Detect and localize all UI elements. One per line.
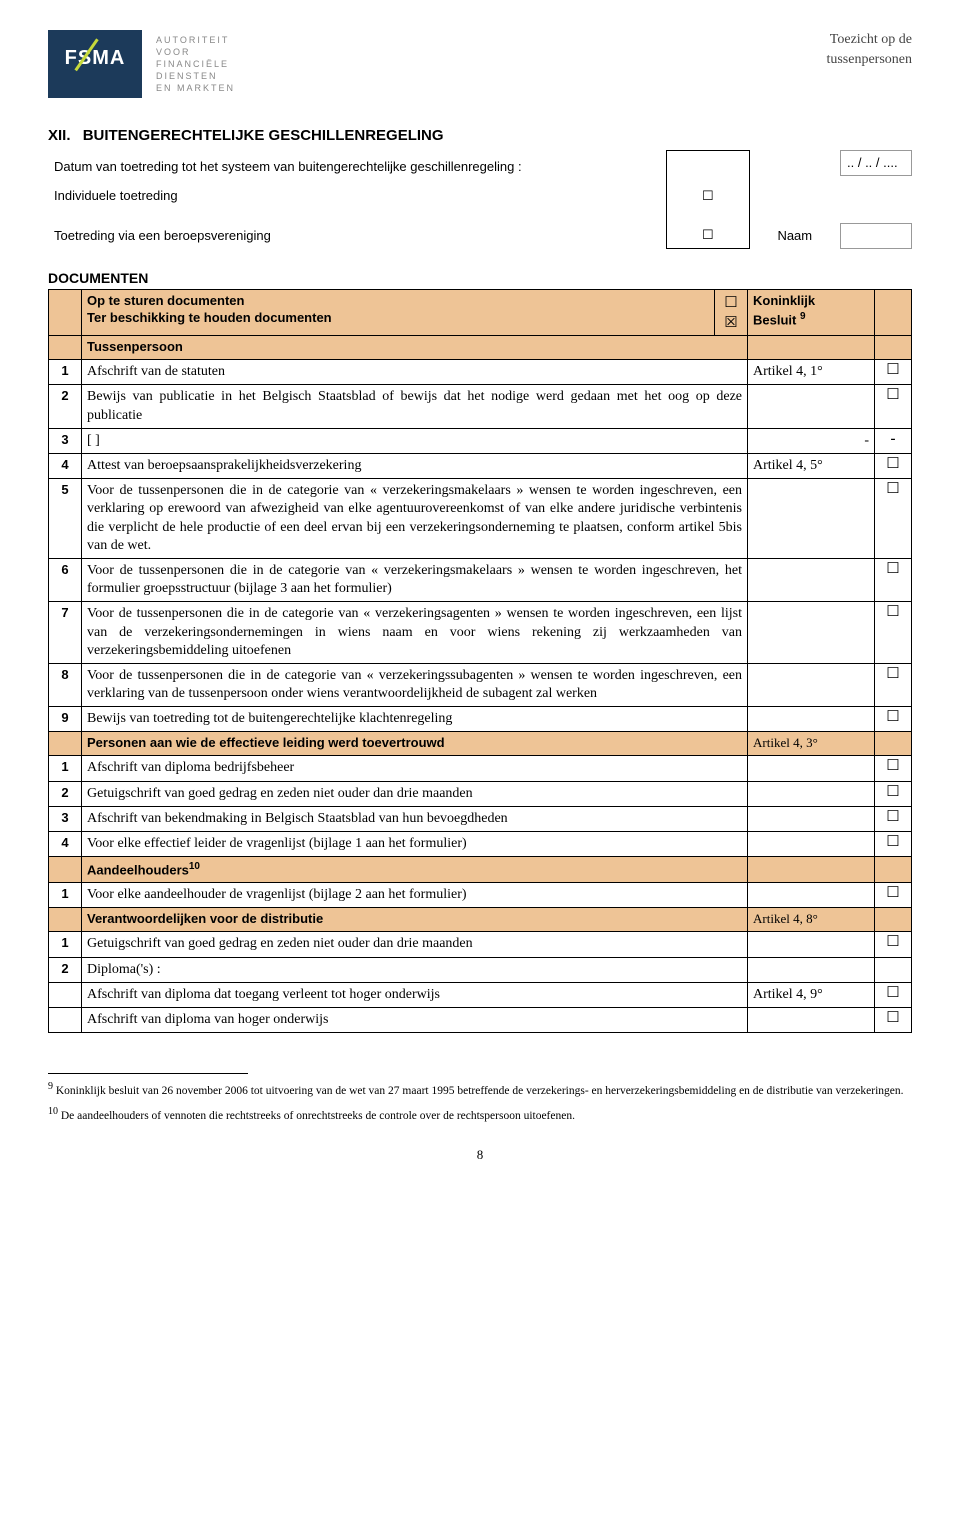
row-num: 6	[49, 558, 82, 601]
doc-checkbox[interactable]: ☐	[875, 707, 912, 732]
row-num: 3	[49, 806, 82, 831]
association-name-field[interactable]	[841, 223, 912, 248]
header-right: Toezicht op de tussenpersonen	[826, 30, 912, 69]
row-num: 4	[49, 831, 82, 856]
section-ref: Artikel 4, 3°	[748, 732, 875, 756]
page-number: 8	[48, 1147, 912, 1164]
authority-line: VOOR	[156, 46, 235, 58]
individual-accession-checkbox[interactable]: ☐	[667, 184, 749, 209]
row-num: 7	[49, 602, 82, 664]
doc-checkbox[interactable]: ☐	[875, 454, 912, 479]
name-label: Naam	[749, 223, 840, 248]
accession-form: Datum van toetreding tot het systeem van…	[48, 150, 912, 250]
doc-checkbox[interactable]: ☐	[875, 558, 912, 601]
doc-checkbox[interactable]: ☐	[875, 883, 912, 908]
authority-label: AUTORITEIT VOOR FINANCIËLE DIENSTEN EN M…	[156, 34, 235, 95]
section-number: XII.	[48, 126, 71, 146]
col-ref: Koninklijk Besluit 9	[748, 290, 875, 336]
doc-checkbox[interactable]: ☐	[875, 756, 912, 781]
doc-desc: Getuigschrift van goed gedrag en zeden n…	[82, 781, 748, 806]
doc-desc: Diploma('s) :	[82, 957, 748, 982]
doc-ref: Artikel 4, 9°	[748, 982, 875, 1007]
row-num: 9	[49, 707, 82, 732]
doc-ref: Artikel 4, 5°	[748, 454, 875, 479]
authority-line: FINANCIËLE	[156, 58, 235, 70]
doc-desc: Afschrift van diploma van hoger onderwij…	[82, 1007, 748, 1032]
header-right-line: tussenpersonen	[826, 50, 912, 70]
doc-desc: Voor elke aandeelhouder de vragenlijst (…	[82, 883, 748, 908]
individual-accession-label: Individuele toetreding	[48, 184, 667, 209]
col-desc-send: Op te sturen documenten Ter beschikking …	[82, 290, 715, 336]
doc-desc: Afschrift van diploma dat toegang verlee…	[82, 982, 748, 1007]
footnote-separator	[48, 1073, 248, 1074]
doc-checkbox[interactable]: ☐	[875, 1007, 912, 1032]
authority-line: EN MARKTEN	[156, 82, 235, 94]
doc-desc: Voor de tussenpersonen die in de categor…	[82, 558, 748, 601]
row-num: 1	[49, 932, 82, 957]
section-ref: Artikel 4, 8°	[748, 908, 875, 932]
doc-ref: -	[748, 428, 875, 453]
doc-checkbox[interactable]: ☐	[875, 982, 912, 1007]
doc-checkbox[interactable]: ☐	[875, 479, 912, 559]
doc-desc: Afschrift van diploma bedrijfsbeheer	[82, 756, 748, 781]
doc-desc: Voor de tussenpersonen die in de categor…	[82, 479, 748, 559]
row-num: 3	[49, 428, 82, 453]
doc-checkbox[interactable]: ☐	[875, 781, 912, 806]
fsma-logo: FSMA	[48, 30, 142, 98]
doc-desc: Afschrift van bekendmaking in Belgisch S…	[82, 806, 748, 831]
doc-desc: Voor de tussenpersonen die in de categor…	[82, 602, 748, 664]
section-personen: Personen aan wie de effectieve leiding w…	[82, 732, 748, 756]
doc-checkbox[interactable]: ☐	[875, 385, 912, 428]
authority-line: AUTORITEIT	[156, 34, 235, 46]
accession-date-label: Datum van toetreding tot het systeem van…	[48, 150, 667, 184]
row-num: 4	[49, 454, 82, 479]
authority-line: DIENSTEN	[156, 70, 235, 82]
row-num: 1	[49, 360, 82, 385]
doc-desc: [ ]	[82, 428, 748, 453]
row-num: 8	[49, 663, 82, 706]
doc-ref: Artikel 4, 1°	[748, 360, 875, 385]
section-aandeelhouders: Aandeelhouders10	[82, 857, 748, 883]
row-num: 2	[49, 781, 82, 806]
doc-checkbox: -	[875, 428, 912, 453]
documents-table: Op te sturen documenten Ter beschikking …	[48, 289, 912, 1033]
accession-date-field[interactable]: .. / .. / ....	[841, 150, 912, 176]
footnote-9: 9 Koninklijk besluit van 26 november 200…	[48, 1080, 912, 1099]
association-accession-checkbox[interactable]: ☐	[667, 223, 749, 248]
doc-desc: Attest van beroepsaansprakelijkheidsverz…	[82, 454, 748, 479]
section-verantwoordelijken: Verantwoordelijken voor de distributie	[82, 908, 748, 932]
row-num: 1	[49, 883, 82, 908]
header-right-line: Toezicht op de	[826, 30, 912, 50]
header-checkbox-send: ☐☒	[715, 290, 748, 336]
doc-desc: Bewijs van toetreding tot de buitengerec…	[82, 707, 748, 732]
row-num: 1	[49, 756, 82, 781]
doc-checkbox[interactable]: ☐	[875, 360, 912, 385]
doc-checkbox[interactable]: ☐	[875, 806, 912, 831]
association-accession-label: Toetreding via een beroepsvereniging	[48, 223, 667, 248]
row-num: 5	[49, 479, 82, 559]
section-title: XII. BUITENGERECHTELIJKE GESCHILLENREGEL…	[48, 126, 912, 146]
doc-checkbox[interactable]: ☐	[875, 831, 912, 856]
section-tussenpersoon: Tussenpersoon	[82, 336, 748, 360]
doc-checkbox[interactable]: ☐	[875, 932, 912, 957]
documents-heading: DOCUMENTEN	[48, 269, 912, 287]
doc-desc: Bewijs van publicatie in het Belgisch St…	[82, 385, 748, 428]
row-num: 2	[49, 957, 82, 982]
section-title-text: BUITENGERECHTELIJKE GESCHILLENREGELING	[83, 127, 444, 144]
doc-desc: Afschrift van de statuten	[82, 360, 748, 385]
doc-checkbox[interactable]: ☐	[875, 663, 912, 706]
footnote-10: 10 De aandeelhouders of vennoten die rec…	[48, 1105, 912, 1124]
page-header: FSMA AUTORITEIT VOOR FINANCIËLE DIENSTEN…	[48, 30, 912, 98]
doc-desc: Voor de tussenpersonen die in de categor…	[82, 663, 748, 706]
doc-checkbox[interactable]: ☐	[875, 602, 912, 664]
logo-block: FSMA AUTORITEIT VOOR FINANCIËLE DIENSTEN…	[48, 30, 235, 98]
row-num: 2	[49, 385, 82, 428]
doc-desc: Voor elke effectief leider de vragenlijs…	[82, 831, 748, 856]
doc-desc: Getuigschrift van goed gedrag en zeden n…	[82, 932, 748, 957]
